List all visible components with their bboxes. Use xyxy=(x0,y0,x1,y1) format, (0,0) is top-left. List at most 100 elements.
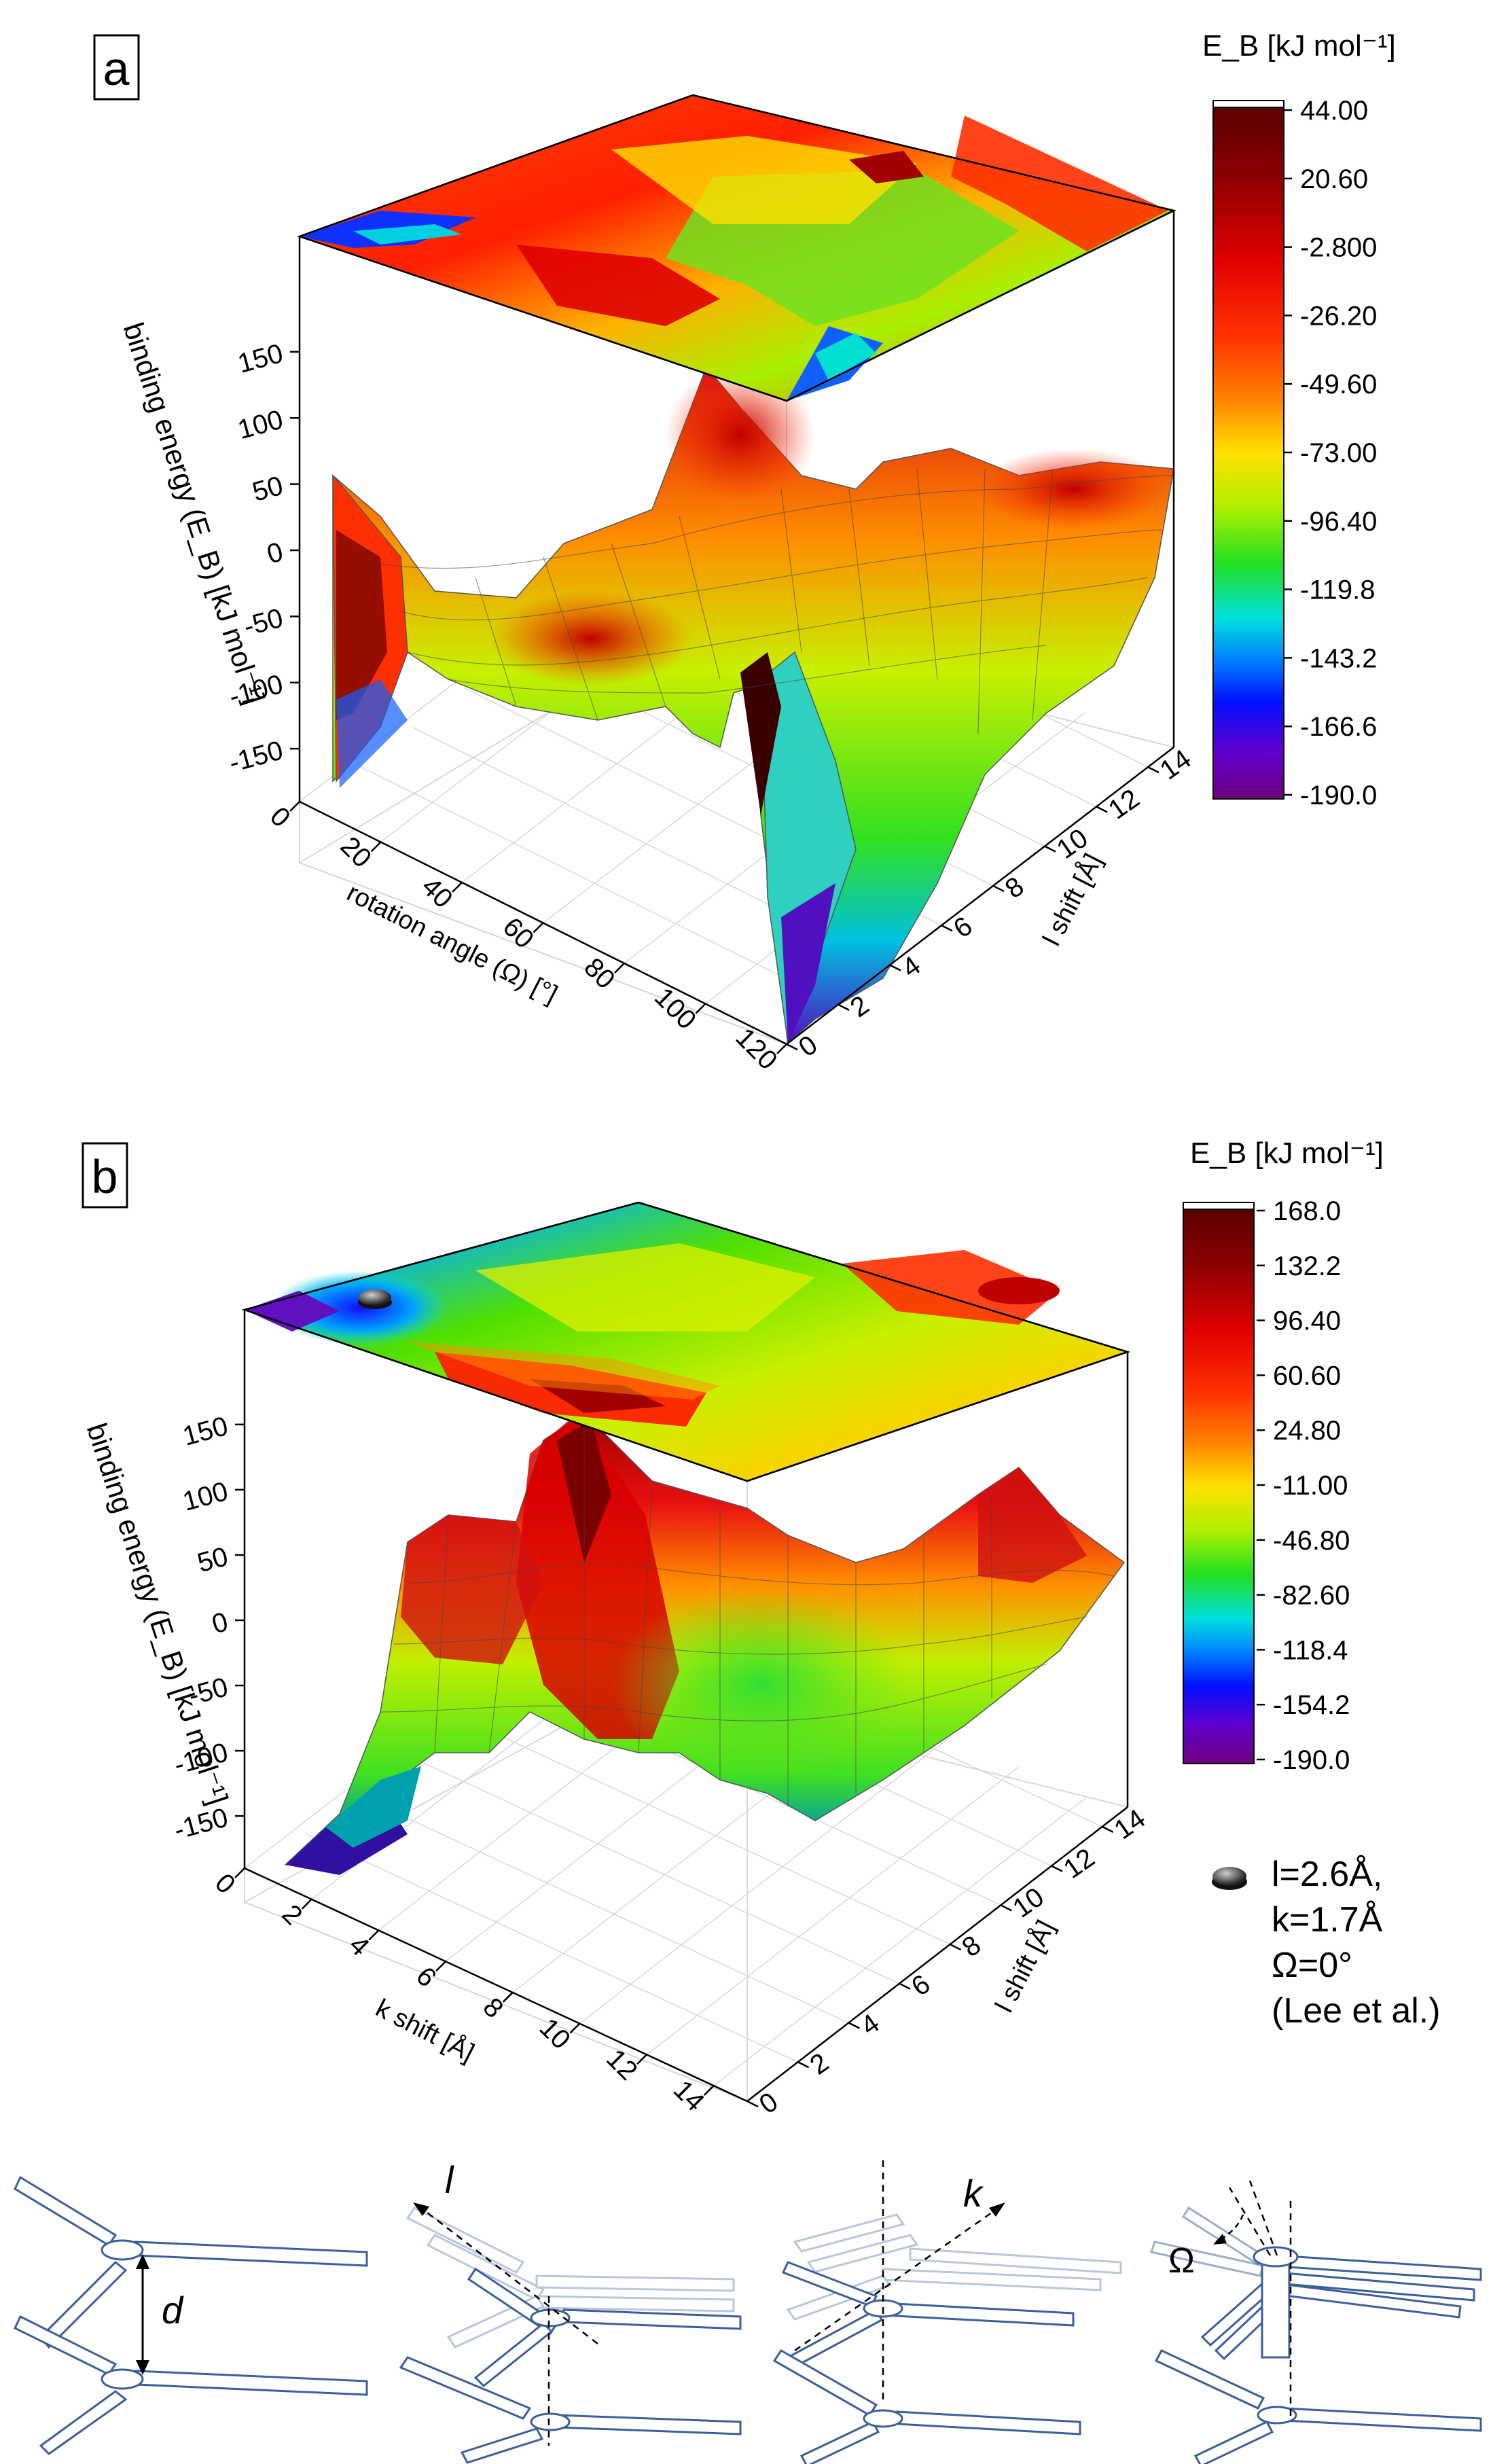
panel-a-axes xyxy=(298,211,1175,1046)
surface-b-left-ridge xyxy=(401,1515,543,1664)
y-tick-label: 4 xyxy=(855,2008,884,2041)
y-tick-mark xyxy=(1147,766,1160,774)
y-tick-label: 14 xyxy=(1155,744,1197,786)
y-tick-label: 8 xyxy=(957,1930,986,1963)
panel-a-colorbar: E_B [kJ mol⁻¹] 44.00 20.60 -2.800 -26.20 -49… xyxy=(1202,29,1396,810)
top-map-a-cyan xyxy=(353,224,462,245)
top-map-b-blue-well xyxy=(272,1270,448,1345)
z-tick-label: 0 xyxy=(264,537,286,569)
y-tick-label: 8 xyxy=(1000,872,1029,905)
colorbar-tick-label: 44.00 xyxy=(1300,96,1368,126)
y-tick-mark xyxy=(941,925,953,932)
x-tick-label: 4 xyxy=(343,1930,375,1962)
surface-a-left-spike-dark xyxy=(336,530,387,720)
x-tick-label: 120 xyxy=(730,1022,783,1075)
colorbar-a-top-cap xyxy=(1212,100,1284,108)
y-tick-mark xyxy=(950,1943,962,1951)
floor-gridline xyxy=(646,1766,1020,2055)
floor-gridline xyxy=(713,1797,1087,2086)
colorbar-tick-label: 168.0 xyxy=(1273,1196,1341,1226)
panel-a-surface xyxy=(332,365,1174,1044)
top-map-b-purple-corner xyxy=(245,1291,340,1332)
panel-b-label-box xyxy=(82,1142,128,1209)
floor-gridline xyxy=(457,1715,950,1945)
x-tick-label: 0 xyxy=(264,802,296,834)
panel-b-label: b xyxy=(92,1150,118,1203)
y-tick-label: 14 xyxy=(1109,1804,1151,1846)
surface-b-right-ridge xyxy=(978,1467,1087,1583)
schematic-omega: Ω xyxy=(1150,2180,1482,2464)
x-tick-mark xyxy=(368,1929,380,1941)
z-tick-label: 150 xyxy=(179,1411,231,1452)
y-tick-label: 0 xyxy=(754,2087,783,2120)
colorbar-tick-label: -118.4 xyxy=(1273,1635,1348,1665)
surface-b-mesh xyxy=(380,1420,1115,1807)
panel-b-top-map xyxy=(241,1201,1131,1482)
colorbar-tick-label: -119.8 xyxy=(1300,575,1375,605)
z-tick-label: -150 xyxy=(226,735,287,778)
panel-b-axes xyxy=(243,1310,1129,2103)
colorbar-b-title: E_B [kJ mol⁻¹] xyxy=(1190,1137,1384,1170)
x-tick-label: 100 xyxy=(649,982,702,1035)
colorbar-tick-label: -46.80 xyxy=(1273,1526,1350,1556)
surface-a-red-hump-2 xyxy=(666,367,815,503)
annotation-line-1: l=2.6Å, xyxy=(1272,1855,1382,1894)
y-tick-mark xyxy=(899,1982,911,1990)
surface-a-dark-spike xyxy=(740,652,781,815)
top-map-a-yellow xyxy=(611,136,917,224)
y-tick-label: 10 xyxy=(1007,1882,1049,1924)
x-tick-label: 0 xyxy=(209,1868,241,1900)
y-tick-mark xyxy=(992,885,1005,893)
top-map-b-red-right xyxy=(842,1250,1060,1325)
y-tick-label: 12 xyxy=(1103,783,1145,825)
top-map-a-red-2 xyxy=(849,151,924,183)
top-map-a-cyan-tip xyxy=(815,333,876,380)
panel-a: a xyxy=(93,29,1396,1075)
y-tick-mark xyxy=(1051,1865,1063,1872)
colorbar-b-gradient xyxy=(1183,1207,1255,1764)
schematic-l-label: l xyxy=(445,2158,454,2201)
x-tick-mark xyxy=(234,1868,245,1878)
y-tick-mark xyxy=(1096,806,1108,813)
top-map-b-yellow xyxy=(475,1243,815,1332)
annotation-line-3: Ω=0° xyxy=(1272,1946,1352,1985)
z-tick-label: 100 xyxy=(179,1476,231,1517)
colorbar-tick-label: -2.800 xyxy=(1300,233,1377,263)
x-tick-mark xyxy=(533,922,544,933)
z-tick-label: 50 xyxy=(194,1541,231,1578)
y-tick-mark xyxy=(889,964,901,971)
surface-a-red-hump-3 xyxy=(978,448,1168,530)
z-tick-label: 100 xyxy=(234,404,286,445)
annotation-line-4: (Lee et al.) xyxy=(1272,1991,1441,2031)
colorbar-tick-label: -82.60 xyxy=(1273,1581,1350,1611)
y-tick-label: 12 xyxy=(1058,1842,1100,1885)
colorbar-tick-label: -143.2 xyxy=(1300,643,1377,673)
x-tick-mark xyxy=(452,882,463,893)
colorbar-b-top-cap xyxy=(1183,1202,1255,1210)
surface-a-red-hump-1 xyxy=(489,591,693,686)
colorbar-tick-label: -96.40 xyxy=(1300,507,1377,537)
surface-b-green-valley xyxy=(611,1590,910,1780)
x-tick-mark xyxy=(703,2085,715,2096)
z-tick-label: -150 xyxy=(171,1802,232,1845)
annotation-line-2: k=1.7Å xyxy=(1272,1900,1383,1940)
colorbar-tick-label: -154.2 xyxy=(1273,1690,1350,1720)
y-tick-mark xyxy=(747,2100,759,2108)
colorbar-a-title: E_B [kJ mol⁻¹] xyxy=(1202,29,1396,63)
schematics: d l xyxy=(14,2158,1482,2464)
z-tick-label: 150 xyxy=(234,338,286,379)
panel-b: b xyxy=(81,1137,1441,2120)
y-tick-mark xyxy=(1102,1825,1114,1833)
colorbar-tick-label: -11.00 xyxy=(1273,1471,1348,1501)
top-map-b-orange-streak xyxy=(408,1342,720,1399)
floor-gridline xyxy=(305,1833,798,2063)
y-tick-mark xyxy=(848,2022,860,2029)
panel-a-ylabel: l shift [Å] xyxy=(1037,849,1108,950)
x-tick-mark xyxy=(301,1898,312,1910)
y-tick-label: 2 xyxy=(845,990,874,1023)
y-tick-label: 6 xyxy=(906,1969,935,2002)
colorbar-tick-label: -73.00 xyxy=(1300,438,1377,468)
top-map-b-dark-red-right xyxy=(978,1277,1060,1304)
y-tick-label: 0 xyxy=(793,1030,823,1063)
